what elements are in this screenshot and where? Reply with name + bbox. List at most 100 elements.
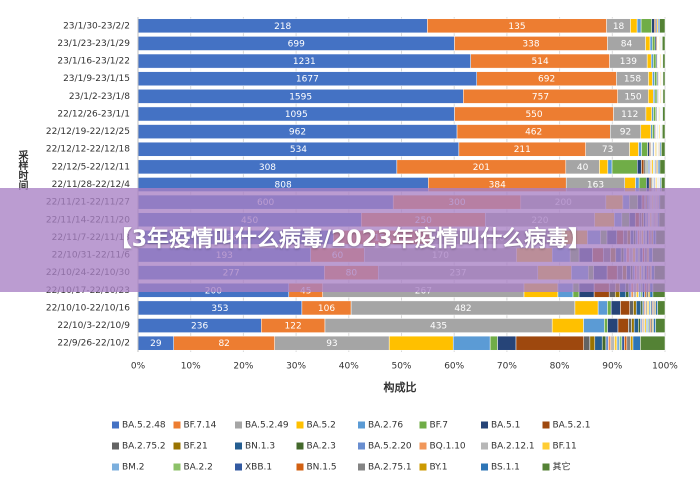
- x-tick-label: 90%: [602, 362, 622, 372]
- data-label: 1595: [289, 92, 312, 102]
- bar-segment: [643, 159, 646, 175]
- legend-swatch: [419, 463, 427, 471]
- bar-segment: [636, 18, 642, 34]
- data-label: 462: [525, 128, 542, 138]
- bar-segment: [662, 89, 666, 104]
- legend-swatch: [542, 463, 550, 471]
- bar-segment: [653, 106, 656, 122]
- legend-label: BA.5.2.20: [368, 442, 412, 452]
- data-label: 163: [587, 181, 604, 191]
- bar-segment: [583, 318, 605, 333]
- bar-segment: [604, 318, 608, 333]
- bar-segment: [489, 335, 498, 351]
- legend-label: BF.7.14: [184, 421, 217, 431]
- legend-swatch: [542, 421, 550, 429]
- data-label: 699: [288, 39, 305, 49]
- bar-segment: [650, 53, 654, 69]
- x-tick-label: 70%: [497, 362, 517, 372]
- y-tick-label: 23/1/16-23/1/22: [57, 57, 130, 67]
- bar-segment: [645, 36, 651, 51]
- data-label: 962: [289, 128, 306, 138]
- bar-segment: [638, 318, 641, 333]
- y-tick-label: 22/11/28-22/12/4: [52, 180, 131, 190]
- legend-label: BA.2.75.2: [122, 442, 166, 452]
- legend-swatch: [542, 442, 550, 450]
- x-tick-label: 40%: [339, 362, 359, 372]
- bar-segment: [611, 159, 638, 175]
- legend-label: BA.5.2.1: [553, 421, 591, 431]
- legend-swatch: [481, 442, 488, 450]
- bar-segment: [601, 335, 607, 351]
- data-label: 808: [275, 181, 292, 191]
- legend-label: XBB.1: [245, 463, 272, 473]
- y-tick-label: 23/1/30-23/2/2: [63, 21, 130, 31]
- legend-swatch: [112, 463, 119, 471]
- x-tick-label: 10%: [181, 362, 201, 372]
- legend-label: BN.1.3: [245, 442, 275, 452]
- bar-segment: [637, 159, 642, 175]
- bar-segment: [654, 71, 658, 87]
- legend-label: BM.2: [122, 463, 145, 473]
- bar-segment: [497, 335, 517, 351]
- bar-segment: [621, 335, 625, 351]
- y-tick-label: 23/1/2-23/1/8: [69, 92, 130, 102]
- bar-segment: [658, 159, 661, 175]
- data-label: 106: [318, 304, 335, 314]
- legend-swatch: [481, 421, 488, 429]
- legend-swatch: [173, 442, 181, 450]
- data-label: 1231: [293, 57, 316, 67]
- banner: 【3年疫情叫什么病毒/2023年疫情叫什么病毒】: [109, 227, 591, 252]
- data-label: 534: [290, 145, 307, 155]
- legend-label: BA.5.1: [491, 421, 520, 431]
- bar-segment: [583, 335, 591, 351]
- legend-label: BS.1.1: [491, 463, 520, 473]
- legend-swatch: [296, 442, 304, 450]
- data-label: 550: [525, 110, 542, 120]
- y-tick-label: 22/12/5-22/12/11: [52, 162, 130, 172]
- bar-segment: [626, 335, 631, 351]
- bar-segment: [659, 159, 666, 175]
- bar-segment: [645, 300, 648, 316]
- data-label: 92: [620, 128, 631, 138]
- bar-segment: [659, 18, 666, 34]
- banner-text: 【3年疫情叫什么病毒/2023年疫情叫什么病毒】: [109, 227, 591, 252]
- bar-segment: [630, 335, 634, 351]
- legend-swatch: [296, 463, 304, 471]
- bar-segment: [614, 335, 618, 351]
- data-label: 338: [522, 39, 539, 49]
- legend-label: BA.5.2.48: [122, 421, 166, 431]
- data-label: 93: [326, 339, 337, 349]
- bar-segment: [616, 335, 620, 351]
- x-tick-label: 50%: [391, 362, 411, 372]
- data-label: 757: [532, 92, 549, 102]
- data-label: 201: [473, 163, 490, 173]
- legend-swatch: [296, 421, 304, 429]
- data-label: 122: [285, 322, 302, 332]
- legend-label: BA.2.2: [184, 463, 213, 473]
- bar-segment: [589, 335, 596, 351]
- legend-label: BF.21: [184, 442, 208, 452]
- data-label: 218: [274, 22, 291, 32]
- bar-segment: [661, 141, 666, 157]
- data-label: 112: [621, 110, 638, 120]
- y-tick-label: 22/12/19-22/12/25: [46, 127, 130, 137]
- y-tick-label: 22/12/26-23/1/1: [57, 109, 130, 119]
- bar-segment: [632, 335, 641, 351]
- bar-segment: [635, 300, 642, 316]
- data-label: 236: [191, 322, 208, 332]
- bar-segment: [610, 300, 621, 316]
- data-label: 308: [259, 163, 276, 173]
- x-tick-label: 20%: [233, 362, 253, 372]
- legend-label: BA.2.3: [307, 442, 336, 452]
- data-label: 29: [150, 339, 162, 349]
- x-axis-title: 构成比: [384, 380, 417, 394]
- bar-segment: [631, 318, 635, 333]
- legend-label: BF.11: [553, 442, 577, 452]
- bar-segment: [653, 318, 656, 333]
- bar-segment: [655, 300, 658, 316]
- legend-label: BA.5.2.49: [245, 421, 289, 431]
- bar-segment: [640, 124, 651, 139]
- bar-segment: [657, 300, 666, 316]
- bar-segment: [633, 300, 637, 316]
- bar-segment: [653, 53, 657, 69]
